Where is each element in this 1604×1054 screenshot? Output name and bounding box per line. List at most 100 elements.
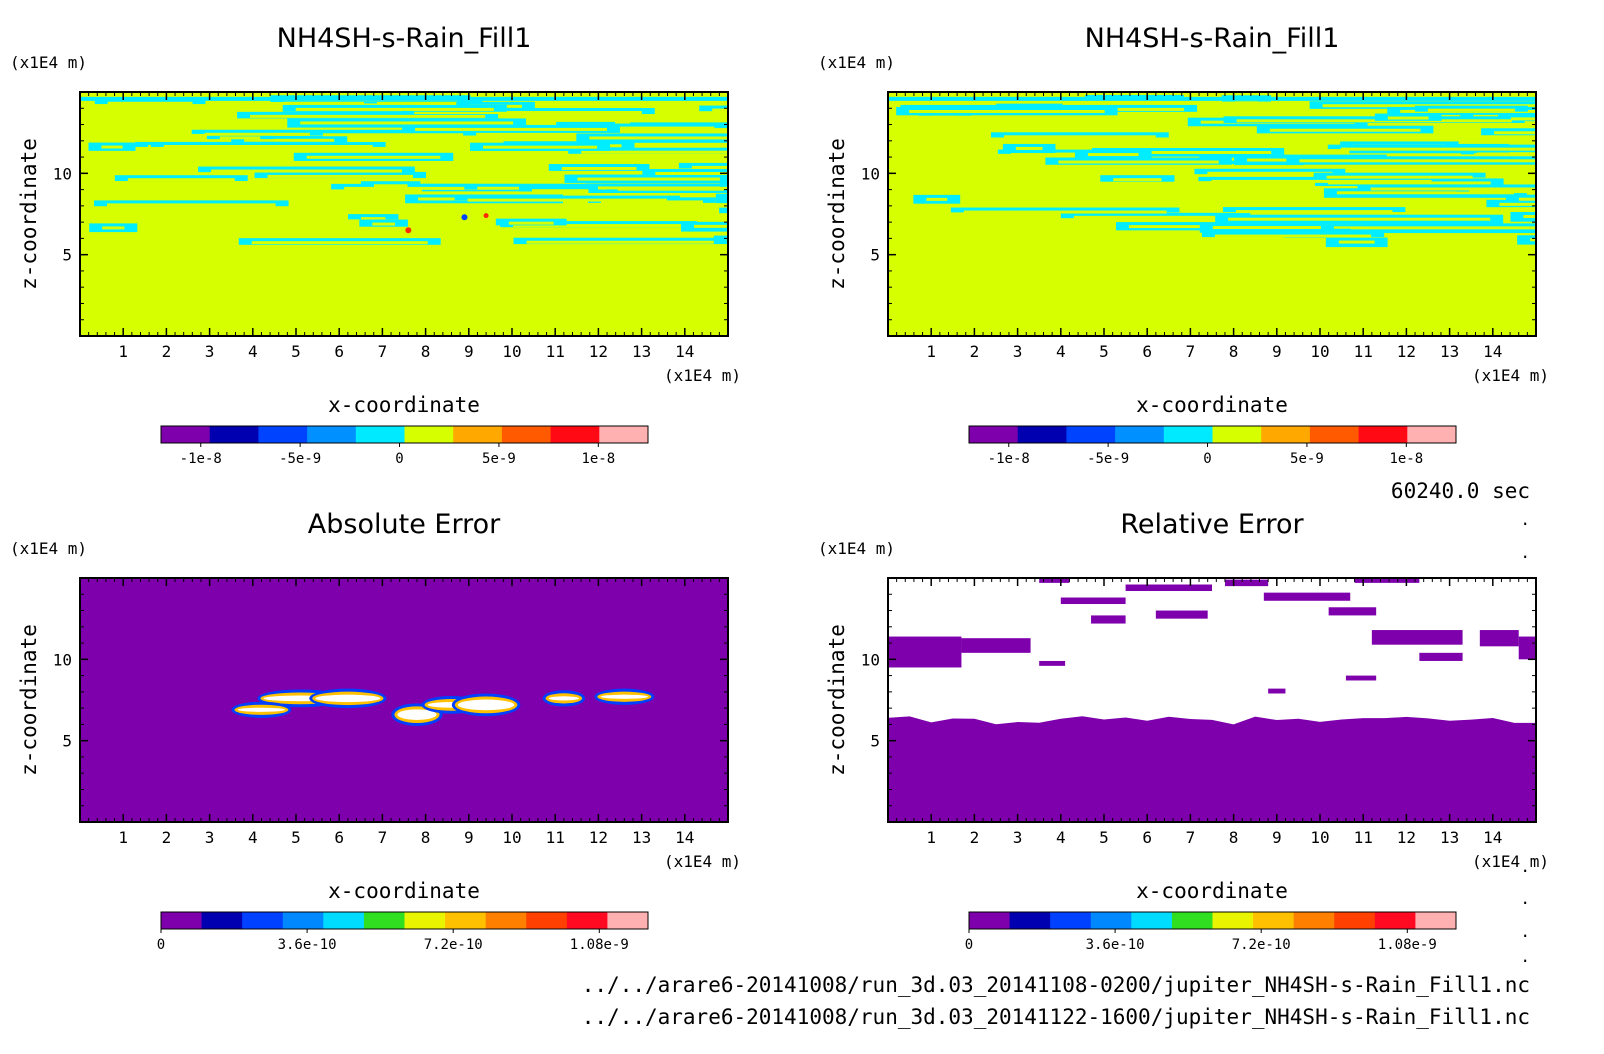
x-unit-label: (x1E4 m) xyxy=(664,366,741,385)
colorbar-segment xyxy=(1415,912,1457,929)
contour-band xyxy=(719,177,728,187)
contour-band xyxy=(888,96,1536,101)
purple-patch xyxy=(1263,592,1351,601)
contour-band xyxy=(1327,144,1536,150)
contour-gap xyxy=(513,224,684,228)
heatmap-field xyxy=(80,92,728,336)
file-path-2: ../../arare6-20141008/run_3d.03_20141122… xyxy=(582,1005,1530,1029)
contour-gap xyxy=(250,114,486,118)
contour-gap xyxy=(561,167,637,171)
contour-gap xyxy=(589,136,728,140)
x-tick-label: 8 xyxy=(1229,342,1239,361)
colorbar-segment xyxy=(1131,912,1173,929)
colorbar-tick-label: 5e-9 xyxy=(1290,451,1324,467)
contour-spot xyxy=(483,213,489,219)
x-tick-label: 6 xyxy=(334,828,344,847)
colorbar-tick-label: 1e-8 xyxy=(1389,451,1423,467)
contour-gap xyxy=(1212,226,1321,230)
contour-gap xyxy=(1370,187,1536,191)
chart-title: NH4SH-s-Rain_Fill1 xyxy=(1085,23,1340,54)
contour-gap xyxy=(1004,135,1156,139)
colorbar-tick-label: -5e-9 xyxy=(279,451,321,467)
plot-frame xyxy=(887,91,1537,337)
y-axis-label: z-coordinate xyxy=(17,138,41,290)
chart-title: Absolute Error xyxy=(308,509,501,540)
colorbar-segment xyxy=(1407,426,1457,443)
contour-gap xyxy=(655,171,728,175)
x-axis-label: x-coordinate xyxy=(1136,393,1288,417)
chart-title: NH4SH-s-Rain_Fill1 xyxy=(277,23,532,54)
x-tick-label: 14 xyxy=(675,828,694,847)
x-tick-label: 10 xyxy=(502,342,521,361)
heatmap-field xyxy=(80,578,728,822)
contour-gap xyxy=(532,189,625,193)
x-axis-label: x-coordinate xyxy=(1136,879,1288,903)
x-tick-label: 11 xyxy=(546,342,565,361)
colorbar-segment xyxy=(1212,426,1262,443)
colorbar-segment xyxy=(1115,426,1165,443)
x-tick-label: 8 xyxy=(421,342,431,361)
purple-patch xyxy=(961,638,1031,653)
dot-marker: . xyxy=(1520,947,1530,966)
x-tick-label: 6 xyxy=(1142,342,1152,361)
contour-gap xyxy=(909,109,1105,113)
plot-frame xyxy=(79,91,729,337)
contour-band xyxy=(454,195,680,201)
colorbar-segment xyxy=(1293,912,1335,929)
purple-patch xyxy=(1125,584,1212,592)
panel-top-right: NH4SH-s-Rain_Fill1(x1E4 m)1 2 3 4 5 6 7 8 9 10 11 1… xyxy=(818,23,1549,467)
contour-gap xyxy=(581,150,728,154)
y-tick-label: 5 xyxy=(870,246,880,265)
contour-band xyxy=(642,168,728,175)
contour-gap xyxy=(127,178,235,182)
colorbar-tick-label: 1.08e-9 xyxy=(1378,937,1437,953)
contour-gap xyxy=(1518,197,1536,201)
x-tick-label: 6 xyxy=(1142,828,1152,847)
colorbar-segment xyxy=(201,912,243,929)
colorbar-segment xyxy=(969,912,1011,929)
contour-gap xyxy=(467,198,667,202)
contour-gap xyxy=(211,169,402,173)
x-tick-label: 3 xyxy=(205,828,215,847)
contour-gap xyxy=(361,217,386,221)
colorbar-segment xyxy=(282,912,324,929)
x-tick-label: 12 xyxy=(589,342,608,361)
x-tick-label: 13 xyxy=(1440,342,1459,361)
contour-band xyxy=(1194,168,1346,175)
error-blob-core xyxy=(237,707,286,712)
colorbar-segment xyxy=(1090,912,1132,929)
contour-band xyxy=(713,235,728,244)
contour-gap xyxy=(1336,191,1514,195)
contour-gap xyxy=(1327,181,1491,185)
y-axis-label: z-coordinate xyxy=(825,138,849,290)
colorbar: -1e-8 -5e-9 0 5e-9 1e-8 xyxy=(160,425,649,467)
colorbar: 0 3.6e-10 7.2e-10 1.08e-9 xyxy=(965,911,1457,953)
x-tick-label: 9 xyxy=(464,828,474,847)
contour-gap xyxy=(1015,146,1043,150)
x-tick-label: 10 xyxy=(1310,828,1329,847)
heatmap-field xyxy=(888,578,1536,822)
colorbar-tick-label: 7.2e-10 xyxy=(1232,937,1291,953)
contour-gap xyxy=(106,203,276,207)
purple-patch xyxy=(1371,630,1463,645)
contour-band xyxy=(699,105,728,112)
colorbar: 0 3.6e-10 7.2e-10 1.08e-9 xyxy=(157,911,649,953)
dot-marker: . xyxy=(1520,889,1530,908)
contour-band xyxy=(1313,172,1486,178)
x-tick-label: 2 xyxy=(162,342,172,361)
contour-gap xyxy=(101,145,123,149)
colorbar-tick-label: -5e-9 xyxy=(1087,451,1129,467)
x-tick-label: 7 xyxy=(1186,342,1196,361)
dot-marker: . xyxy=(1520,543,1530,562)
contour-gap xyxy=(300,121,514,125)
contour-gap xyxy=(376,101,470,105)
contour-band xyxy=(309,130,477,136)
colorbar-segment xyxy=(323,912,365,929)
x-tick-label: 9 xyxy=(1272,342,1282,361)
contour-gap xyxy=(1073,215,1238,219)
contour-gap xyxy=(1530,238,1536,242)
dot-marker: . xyxy=(1520,857,1530,876)
y-unit-label: (x1E4 m) xyxy=(818,53,895,72)
contour-band xyxy=(94,200,289,207)
